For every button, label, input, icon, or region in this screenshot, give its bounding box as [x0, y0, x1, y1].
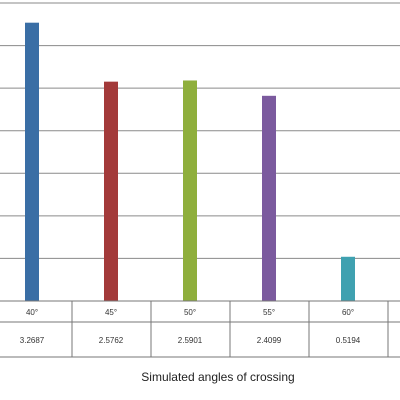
data-label: 2.5762: [99, 336, 124, 345]
x-tick-label: 50°: [184, 308, 196, 317]
gridlines: [0, 2, 400, 302]
bar: [341, 256, 355, 301]
data-label: 0.5194: [336, 336, 361, 345]
x-axis-label: Simulated angles of crossing: [141, 370, 294, 384]
bar: [262, 95, 276, 301]
bars: [25, 22, 355, 301]
data-table: 40° 45° 50° 55° 60° 3.2687 2.5762 2.5901 2.4099 0…: [0, 300, 400, 358]
data-label: 3.2687: [20, 336, 45, 345]
x-tick-label: 55°: [263, 308, 275, 317]
data-label: 2.4099: [257, 336, 282, 345]
bar: [104, 81, 118, 301]
bar: [25, 22, 39, 301]
x-tick-label: 40°: [26, 308, 38, 317]
data-label: 2.5901: [178, 336, 203, 345]
x-tick-label: 60°: [342, 308, 354, 317]
bar: [183, 80, 197, 301]
x-tick-label: 45°: [105, 308, 117, 317]
